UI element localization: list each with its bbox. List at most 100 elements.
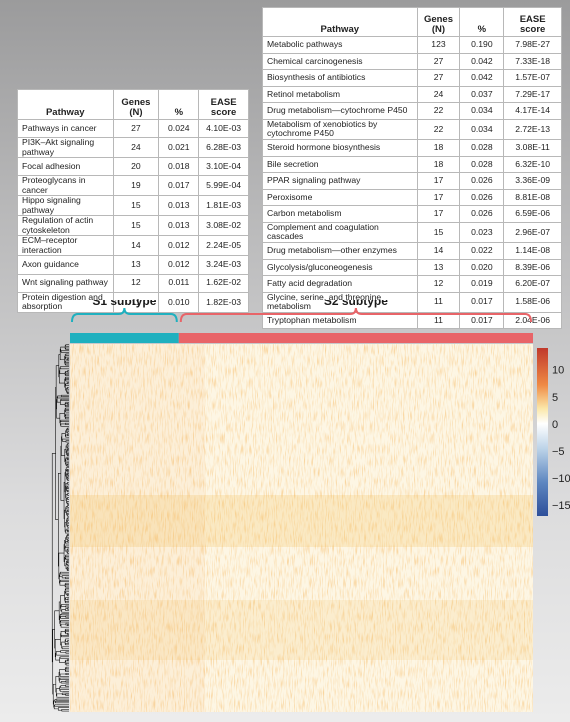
ease-score-cell: 2.96E-07: [503, 221, 562, 243]
ease-score-cell: 6.20E-07: [503, 275, 562, 293]
heatmap-body: [70, 344, 533, 712]
table-row: Pathways in cancer 27 0.024 4.10E-03: [17, 118, 249, 139]
table-row: Biosynthesis of antibiotics 27 0.042 1.57E-…: [262, 69, 562, 87]
ease-score-cell: 1.58E-06: [503, 291, 562, 313]
colorbar-ticks: 10 5 0 −5 −10 −15: [552, 365, 570, 512]
ease-score-cell: 1.57E-07: [503, 69, 562, 87]
pathway-cell: Complement and coagulation cascades: [262, 221, 418, 243]
genes-cell: 18: [416, 138, 461, 157]
genes-cell: 15: [112, 215, 160, 237]
pathway-cell: Metabolic pathways: [262, 36, 418, 54]
table-row: Glycolysis/gluconeogenesis 13 0.020 8.39E-0…: [262, 258, 562, 277]
percent-cell: 0.026: [459, 205, 505, 223]
colorbar-tick-label: −15: [552, 500, 570, 512]
pathway-cell: Fatty acid degradation: [262, 275, 418, 293]
header-ease: EASE score: [503, 7, 562, 37]
pathway-cell: Retinol metabolism: [262, 85, 418, 104]
header-pathway: Pathway: [262, 7, 418, 37]
pathway-cell: Drug metabolism—cytochrome P450: [262, 102, 418, 120]
header-pathway: Pathway: [17, 89, 114, 120]
percent-cell: 0.022: [459, 241, 505, 260]
row-dendrogram: [51, 344, 69, 712]
genes-cell: 17: [416, 172, 461, 190]
genes-cell: 27: [416, 52, 461, 71]
percent-cell: 0.034: [459, 118, 505, 140]
genes-cell: 11: [416, 311, 461, 330]
ease-score-cell: 3.08E-02: [198, 215, 249, 237]
table-row: Hippo signaling pathway 15 0.013 1.81E-03: [17, 195, 249, 217]
table-row: Metabolic pathways 123 0.190 7.98E-27: [262, 36, 562, 54]
pathway-cell: Proteoglycans in cancer: [17, 175, 114, 197]
genes-cell: 22: [416, 118, 461, 140]
genes-cell: 11: [416, 291, 461, 313]
pathway-cell: PI3K–Akt signaling pathway: [17, 137, 114, 159]
genes-cell: 11: [112, 291, 160, 313]
colorbar-tick-label: −5: [552, 446, 565, 458]
table-row: PI3K–Akt signaling pathway 24 0.021 6.28E-0…: [17, 137, 249, 159]
percent-cell: 0.042: [459, 69, 505, 87]
ease-score-cell: 7.33E-18: [503, 52, 562, 71]
percent-cell: 0.028: [459, 155, 505, 174]
pathway-cell: Pathways in cancer: [17, 118, 114, 139]
ease-score-cell: 8.81E-08: [503, 188, 562, 207]
colorbar-tick-label: 5: [552, 392, 558, 404]
pathway-cell: Carbon metabolism: [262, 205, 418, 223]
percent-cell: 0.012: [158, 255, 200, 275]
ease-score-cell: 2.24E-05: [198, 235, 249, 257]
ease-score-cell: 3.10E-04: [198, 157, 249, 177]
percent-cell: 0.190: [459, 36, 505, 54]
ease-score-cell: 5.99E-04: [198, 175, 249, 197]
ease-score-cell: 3.08E-11: [503, 138, 562, 157]
genes-cell: 22: [416, 102, 461, 120]
table-row: Steroid hormone biosynthesis 18 0.028 3.08E…: [262, 138, 562, 157]
table-row: Wnt signaling pathway 12 0.011 1.62E-02: [17, 273, 249, 293]
table-row: Retinol metabolism 24 0.037 7.29E-17: [262, 85, 562, 104]
header-ease: EASE score: [198, 89, 249, 120]
ease-score-cell: 3.24E-03: [198, 255, 249, 275]
genes-cell: 15: [112, 195, 160, 217]
percent-cell: 0.020: [459, 258, 505, 277]
table-row: Axon guidance 13 0.012 3.24E-03: [17, 255, 249, 275]
colorbar: [537, 348, 548, 516]
table-row: Protein digestion and absorption 11 0.010 1…: [17, 291, 249, 313]
pathway-cell: PPAR signaling pathway: [262, 172, 418, 190]
percent-cell: 0.017: [158, 175, 200, 197]
genes-cell: 15: [416, 221, 461, 243]
genes-cell: 20: [112, 157, 160, 177]
pathway-cell: Metabolism of xenobiotics by cytochrome …: [262, 118, 418, 140]
genes-cell: 24: [112, 137, 160, 159]
table-row: Metabolism of xenobiotics by cytochrome …: [262, 118, 562, 140]
table-row: PPAR signaling pathway 17 0.026 3.36E-09: [262, 172, 562, 190]
ease-score-cell: 1.81E-03: [198, 195, 249, 217]
pathway-cell: Peroxisome: [262, 188, 418, 207]
genes-cell: 17: [416, 188, 461, 207]
genes-cell: 14: [416, 241, 461, 260]
ease-score-cell: 2.72E-13: [503, 118, 562, 140]
percent-cell: 0.028: [459, 138, 505, 157]
ease-score-cell: 4.17E-14: [503, 102, 562, 120]
table-row: Proteoglycans in cancer 19 0.017 5.99E-04: [17, 175, 249, 197]
percent-cell: 0.026: [459, 188, 505, 207]
ease-score-cell: 1.14E-08: [503, 241, 562, 260]
ease-score-cell: 1.62E-02: [198, 273, 249, 293]
header-percent: %: [459, 7, 505, 37]
colorbar-tick-label: −10: [552, 473, 570, 485]
s2-bracket: [179, 307, 532, 323]
genes-cell: 19: [112, 175, 160, 197]
table-row: Bile secretion 18 0.028 6.32E-10: [262, 155, 562, 174]
colorbar-tick-label: 0: [552, 419, 558, 431]
genes-cell: 12: [112, 273, 160, 293]
genes-cell: 13: [112, 255, 160, 275]
ease-score-cell: 7.29E-17: [503, 85, 562, 104]
table-row: Drug metabolism—cytochrome P450 22 0.034 4.…: [262, 102, 562, 120]
pathway-cell: Tryptophan metabolism: [262, 311, 418, 330]
percent-cell: 0.021: [158, 137, 200, 159]
pathway-cell: Glycolysis/gluconeogenesis: [262, 258, 418, 277]
s2-pathway-table: Pathway Genes (N) % EASE score Metabolic…: [262, 7, 562, 330]
heatmap-figure: S1 subtype S2 subtype 10 5 0 −5 −10 −15: [51, 300, 570, 712]
pathway-cell: Glycine, serine, and threonine metabolis…: [262, 291, 418, 313]
percent-cell: 0.017: [459, 311, 505, 330]
s2-color-strip: [178, 333, 533, 343]
ease-score-cell: 1.82E-03: [198, 291, 249, 313]
pathway-cell: Biosynthesis of antibiotics: [262, 69, 418, 87]
